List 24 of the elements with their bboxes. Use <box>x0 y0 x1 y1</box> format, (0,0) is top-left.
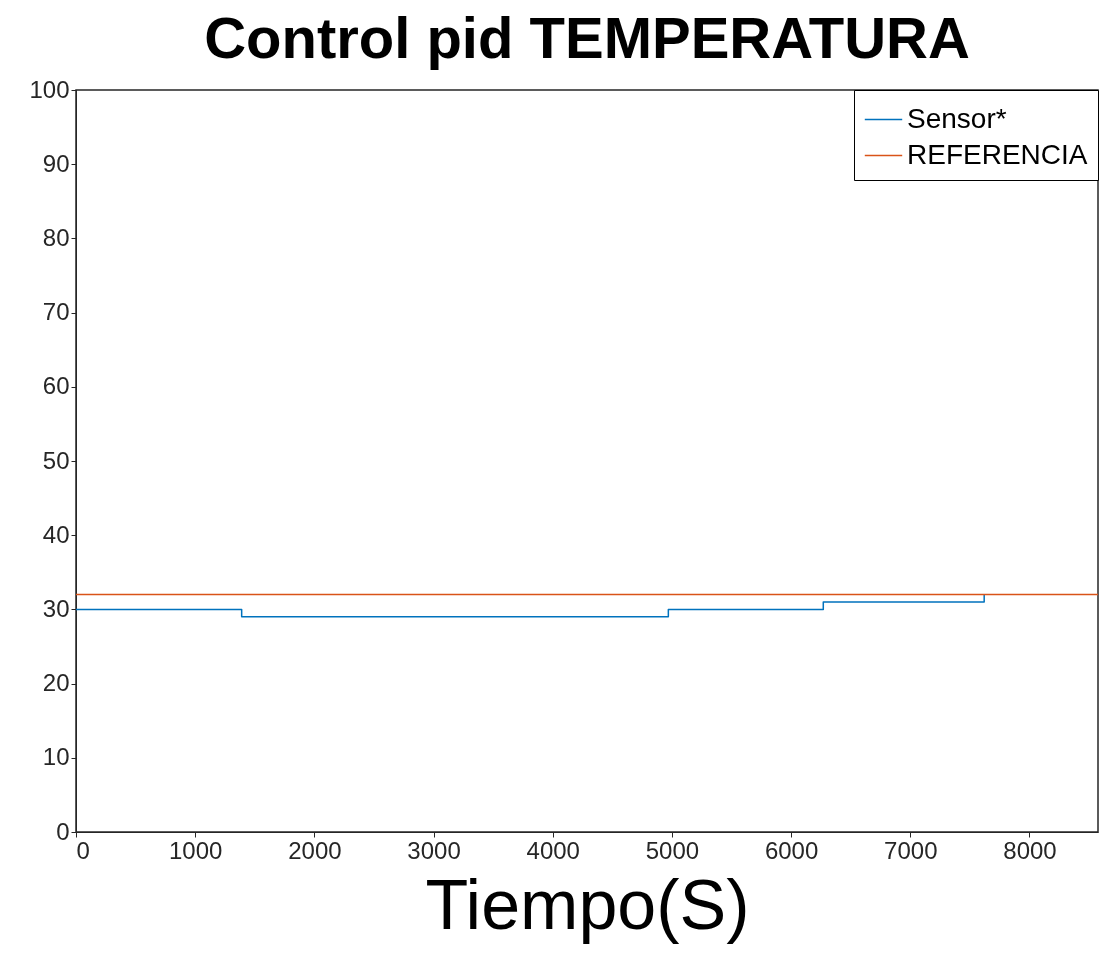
y-tick-label: 80 <box>42 223 70 251</box>
x-tick-label: 4000 <box>526 836 580 864</box>
y-tick-label: 30 <box>42 594 70 622</box>
y-tick-label: 70 <box>42 298 70 326</box>
x-tick-label: 5000 <box>645 836 700 864</box>
legend-label: REFERENCIA <box>907 138 1088 170</box>
legend-label: Sensor* <box>907 102 1007 134</box>
x-tick-label: 0 <box>76 836 90 864</box>
y-tick-label: 40 <box>42 520 70 548</box>
x-tick-label: 6000 <box>764 836 819 864</box>
y-tick-label: 60 <box>42 372 70 400</box>
y-tick-label: 20 <box>42 669 70 697</box>
x-tick-label: 3000 <box>407 836 461 864</box>
y-tick-label: 50 <box>42 446 70 474</box>
y-tick-label: 100 <box>29 75 70 103</box>
chart-title: Control pid TEMPERATURA <box>204 5 970 70</box>
x-axis-title: Tiempo(S) <box>425 865 750 944</box>
x-tick-label: 1000 <box>168 836 223 864</box>
x-tick-label: 7000 <box>884 836 938 864</box>
x-tick-label: 2000 <box>288 836 342 864</box>
x-tick-label: 8000 <box>1003 836 1057 864</box>
y-tick-label: 10 <box>42 743 70 771</box>
y-tick-label: 0 <box>56 817 70 845</box>
y-tick-label: 90 <box>42 149 70 177</box>
